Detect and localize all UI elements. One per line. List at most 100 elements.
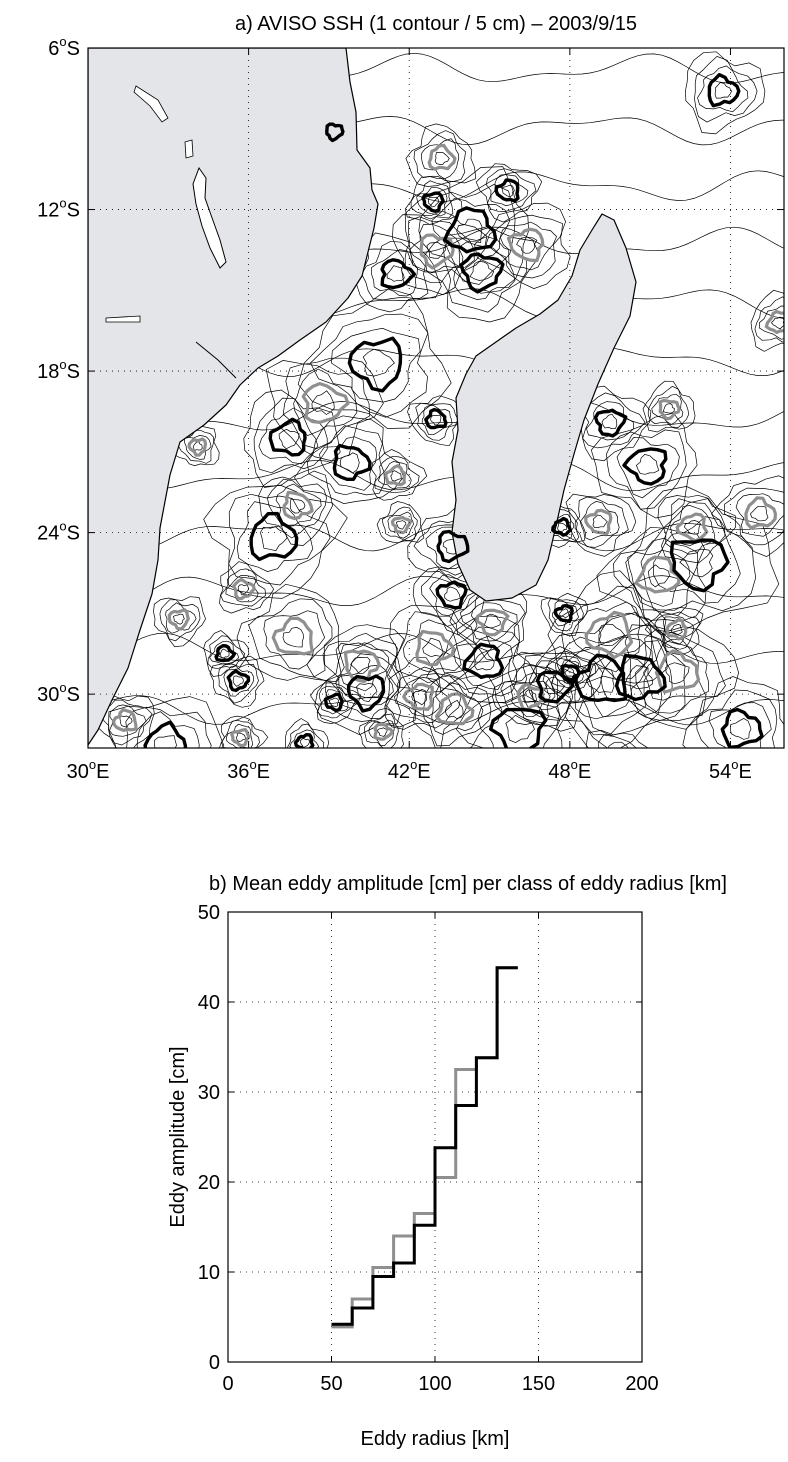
ssh-contour-ring <box>657 494 736 564</box>
ssh-contour-ring <box>685 51 766 135</box>
eddy-gray-contour <box>434 692 475 726</box>
ssh-contour-ring <box>758 305 784 340</box>
ssh-contour-ring <box>289 729 320 748</box>
ssh-contour-ring <box>413 130 466 183</box>
ssh-contour-core <box>427 196 440 208</box>
ssh-contour-core <box>601 413 618 429</box>
ssh-contour-core <box>311 390 335 415</box>
eddy-black-contour <box>489 707 548 748</box>
eddy-black-contour <box>424 407 448 430</box>
eddy-gray-contour <box>675 512 709 543</box>
ssh-contour-ring <box>331 327 421 403</box>
ssh-contour-core <box>154 735 177 748</box>
eddy-black-contour <box>462 642 505 679</box>
ssh-contour-ring <box>426 615 537 703</box>
ssh-contour-ring <box>499 221 558 271</box>
eddy-gray-contour <box>402 682 434 711</box>
ssh-contour-line <box>88 632 784 664</box>
ssh-contour-core <box>426 241 447 259</box>
ssh-contour-core <box>557 522 568 532</box>
ssh-contour-ring <box>275 483 322 527</box>
ssh-contour-ring <box>492 662 560 727</box>
ssh-contour-core <box>278 428 300 450</box>
ssh-contour-ring <box>547 598 584 632</box>
x-tick-label: 0 <box>222 1373 233 1395</box>
y-tick-label: 10 <box>198 1262 220 1284</box>
ssh-contour-ring <box>386 666 453 723</box>
amplitude-series <box>331 966 518 1329</box>
ssh-contour-core <box>422 637 444 658</box>
ssh-contour-ring <box>423 225 541 323</box>
ssh-contour-ring <box>223 665 255 697</box>
eddy-gray-contour <box>111 708 138 732</box>
eddy-gray-contour <box>584 610 634 659</box>
ssh-contour-ring <box>293 368 358 437</box>
ssh-contour-ring <box>335 642 390 692</box>
y-tick-label: 30 <box>198 1082 220 1104</box>
ssh-contour-ring <box>590 412 698 519</box>
ssh-contour-ring <box>403 619 462 673</box>
ssh-contour-ring <box>376 501 425 544</box>
x-axis-label: Eddy radius [km] <box>361 1428 510 1450</box>
ssh-contour-core <box>390 470 402 482</box>
madagascar-land <box>451 213 637 602</box>
map-ytick-label: 24oS <box>37 519 80 545</box>
eddy-black-contour <box>323 692 344 713</box>
ssh-contour-ring <box>415 402 459 441</box>
ssh-contour-core <box>522 689 538 703</box>
ssh-contour-ring <box>404 166 529 294</box>
ssh-contour-ring <box>317 685 356 719</box>
ssh-contour-ring <box>319 436 378 491</box>
ssh-contour-ring <box>207 635 246 670</box>
ssh-contour-ring <box>293 415 404 504</box>
ssh-contour-ring <box>310 682 362 724</box>
ssh-contour-core <box>469 260 495 281</box>
ssh-contour-ring <box>287 723 325 748</box>
ssh-contour-ring <box>453 635 513 690</box>
eddy-gray-contour <box>301 382 350 424</box>
ssh-contour-ring <box>384 657 462 730</box>
ssh-contour-ring <box>697 65 749 113</box>
ssh-contour-ring <box>485 214 563 279</box>
ssh-contour-ring <box>416 186 448 217</box>
amplitude-tick-labels: 0 50 100 150 200 0 10 20 30 40 50 <box>198 902 659 1395</box>
ssh-contour-core <box>237 584 250 596</box>
eddy-gray-contour <box>167 608 190 631</box>
ssh-contour-ring <box>735 493 784 537</box>
ssh-contour-line <box>88 695 784 726</box>
ssh-contour-ring <box>586 401 635 441</box>
amplitude-step-line <box>331 966 518 1326</box>
ssh-contour-ring <box>565 493 637 557</box>
eddy-black-contour <box>707 73 741 108</box>
ssh-contour-line <box>88 459 784 492</box>
eddy-black-contour <box>560 663 581 683</box>
eddy-black-contour <box>293 733 315 748</box>
ssh-contour-ring <box>475 163 543 223</box>
ssh-contour-ring <box>485 168 537 212</box>
eddy-gray-contour <box>516 682 545 712</box>
ssh-contour-core <box>516 236 538 254</box>
ssh-contour-core <box>434 152 450 165</box>
ssh-contour-ring <box>724 487 784 546</box>
ssh-contour-core <box>598 623 625 646</box>
ssh-contour-ring <box>136 711 200 748</box>
ssh-contour-core <box>679 548 714 578</box>
ssh-contour-ring <box>750 289 784 352</box>
ssh-contour-ring <box>600 640 673 716</box>
ssh-contour-ring <box>579 501 620 541</box>
land-areas <box>88 48 637 746</box>
map-xtick-label: 48oE <box>548 757 591 783</box>
ssh-contour-core <box>648 564 670 588</box>
ssh-contour-core <box>282 626 304 648</box>
map-ytick-label: 18oS <box>37 357 80 383</box>
ssh-contour-ring <box>184 435 212 460</box>
ssh-contour-ring <box>125 706 212 748</box>
ssh-contour-ring <box>431 682 484 735</box>
ssh-contour-ring <box>597 734 637 748</box>
amplitude-panel: b) Mean eddy amplitude [cm] per class of… <box>167 873 727 1450</box>
ssh-contour-ring <box>547 570 668 684</box>
eddy-black-contour <box>347 336 403 393</box>
ssh-contour-ring <box>368 719 395 746</box>
eddy-gray-contour <box>232 577 256 601</box>
ssh-contour-core <box>444 586 461 602</box>
